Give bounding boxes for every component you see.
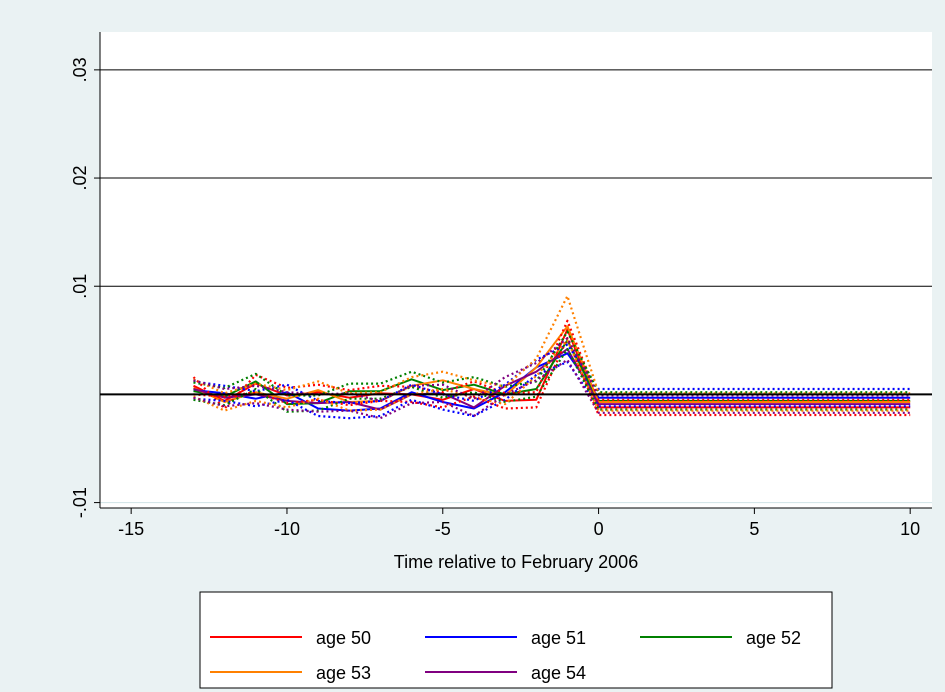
- legend: age 50 age 51 age 52 age 53 age 54: [199, 591, 833, 689]
- ci-line: [193, 360, 911, 420]
- ci-line: [193, 339, 911, 412]
- legend-box: [199, 591, 833, 689]
- x-tick-label: 10: [900, 519, 920, 539]
- x-tick-label: -15: [118, 519, 144, 539]
- y-tick-label: .02: [70, 166, 90, 191]
- x-axis-label: Time relative to February 2006: [394, 552, 638, 572]
- series-line: [193, 325, 911, 403]
- legend-label: age 52: [746, 628, 801, 648]
- legend-label: age 54: [531, 663, 586, 683]
- plot-area: [100, 32, 932, 508]
- series-lines: [192, 294, 911, 420]
- y-tick-label: -.01: [70, 487, 90, 518]
- ci-line: [193, 294, 911, 395]
- x-tick-label: 0: [594, 519, 604, 539]
- series-line: [193, 348, 911, 411]
- y-tick-label: .01: [70, 274, 90, 299]
- ci-line: [193, 358, 911, 420]
- x-tick-label: 5: [749, 519, 759, 539]
- ci-line: [193, 330, 911, 397]
- x-tick-labels: -15 -10 -5 0 5 10: [118, 508, 920, 539]
- y-tick-labels: -.01 .01 .02 .03: [70, 57, 100, 518]
- x-tick-label: -5: [435, 519, 451, 539]
- axes: [99, 32, 932, 509]
- x-tick-label: -10: [274, 519, 300, 539]
- legend-label: age 51: [531, 628, 586, 648]
- y-tick-label: .03: [70, 57, 90, 82]
- gridlines: [100, 69, 932, 504]
- legend-label: age 53: [316, 663, 371, 683]
- legend-label: age 50: [316, 628, 371, 648]
